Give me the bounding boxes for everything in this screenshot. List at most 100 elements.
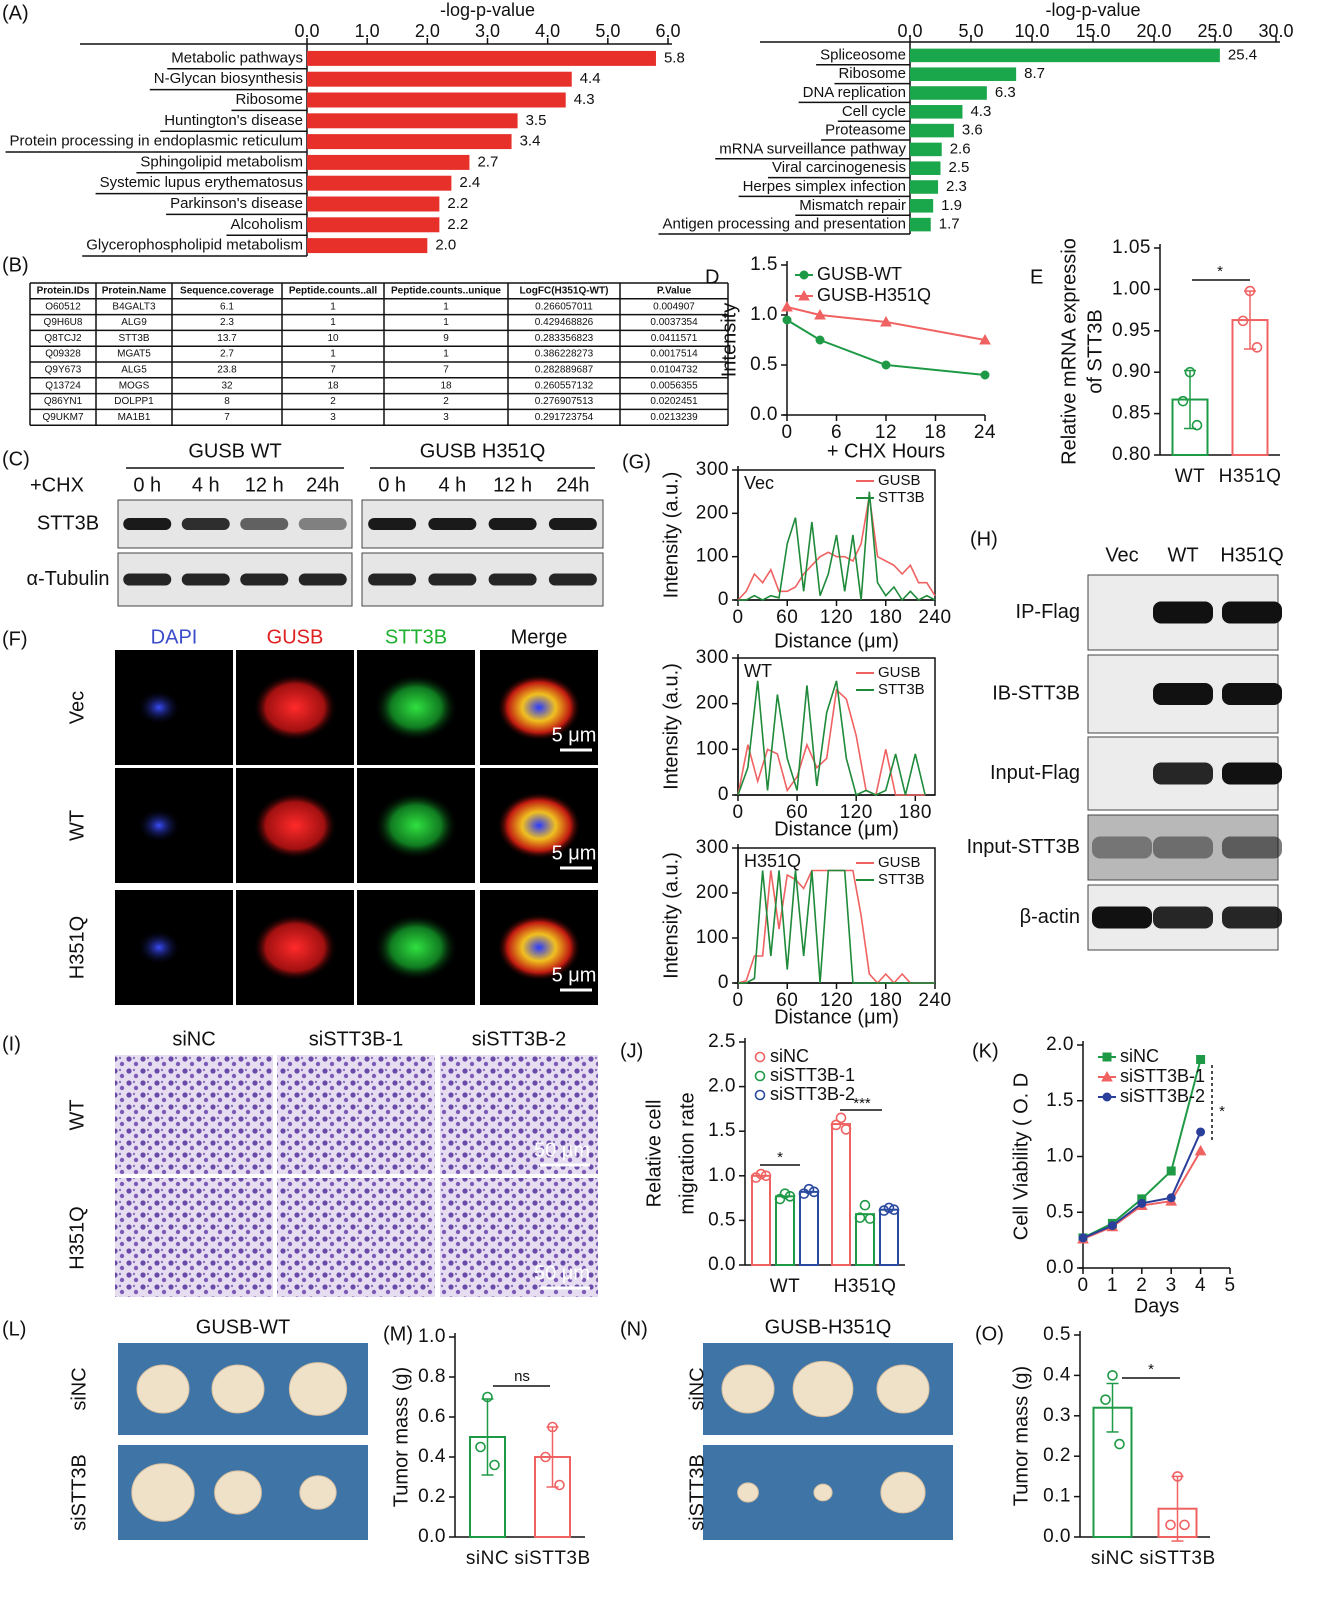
data-point (750, 1172, 762, 1183)
data-point (1184, 366, 1196, 378)
scale-bar-label: 5 μm (552, 842, 597, 864)
bar (799, 1190, 819, 1266)
data-point (854, 1212, 866, 1224)
table-cell: O60512 (45, 301, 81, 312)
data-point (1172, 1471, 1183, 1482)
cell-signal (137, 807, 181, 844)
marker (1166, 1193, 1176, 1203)
tumor (721, 1364, 775, 1414)
row-label: siNC (68, 1367, 90, 1410)
column-label: siSTT3B-1 (309, 1028, 403, 1050)
value-label: 4.3 (574, 91, 595, 108)
x-tick-label: 0 (732, 802, 743, 823)
tumor (792, 1360, 854, 1418)
y-tick-label: 1.05 (1112, 237, 1151, 258)
legend-label: siNC (1120, 1046, 1159, 1066)
category-label: Spliceosome (820, 46, 906, 63)
scale-bar-label: 50 μm (534, 1262, 590, 1284)
group-label: GUSB WT (188, 440, 281, 462)
y-axis-title: Intensity (718, 303, 740, 377)
marker (881, 360, 891, 370)
value-label: 4.4 (580, 70, 601, 87)
data-point (859, 1199, 871, 1211)
series-line (786, 319, 986, 376)
bar (910, 161, 941, 175)
value-label: 1.7 (939, 216, 960, 233)
legend-label: STT3B (878, 681, 925, 698)
table-cell: 10 (327, 333, 339, 344)
x-tick-label: 0 (781, 422, 792, 443)
data-point (1107, 1370, 1118, 1381)
data-point (784, 1191, 796, 1202)
bar (910, 123, 954, 138)
table-cell: Q09328 (45, 349, 81, 360)
tumor (813, 1483, 833, 1502)
x-tick-label: 0 (732, 990, 743, 1011)
y-axis-title: Tumor mass (g) (1010, 1366, 1032, 1506)
panel-label: D (705, 266, 719, 288)
x-tick-label: 120 (840, 802, 873, 823)
value-label: 2.2 (447, 216, 468, 233)
legend-label: siSTT3B-2 (770, 1084, 855, 1104)
x-tick-label: 3.0 (475, 21, 500, 41)
panel-label: (C) (2, 448, 30, 470)
y-tick-label: 2.0 (1046, 1034, 1074, 1055)
row-label: siNC (686, 1367, 708, 1410)
band (240, 518, 289, 530)
y-axis-title: Relative mRNA expressio (1058, 238, 1080, 465)
panel-label: (O) (975, 1323, 1004, 1345)
bar (910, 48, 1220, 63)
marker (1166, 1166, 1176, 1176)
table-cell: 0.291723754 (535, 412, 594, 423)
x-tick-label: 60 (776, 607, 798, 628)
legend-label: GUSB-H351Q (817, 285, 931, 305)
table-cell: 13.7 (217, 333, 237, 344)
bar (307, 175, 452, 191)
annotation: * (1219, 1103, 1225, 1120)
data-point (840, 1124, 852, 1135)
marker (1137, 1198, 1147, 1208)
x-tick-label: 240 (918, 607, 951, 628)
category-label: Sphingolipid metabolism (140, 153, 303, 170)
column-label: Merge (511, 626, 568, 648)
x-tick-label: siNC (1091, 1548, 1134, 1569)
lane-label: 24h (556, 474, 589, 496)
table-cell: 7 (443, 365, 449, 376)
category-label: Parkinson's disease (170, 195, 303, 212)
lane-label: 12 h (245, 474, 284, 496)
value-label: 1.9 (941, 197, 962, 214)
table-cell: 0.004907 (653, 301, 695, 312)
panel-label: (B) (2, 254, 29, 276)
x-tick-label: 180 (869, 607, 902, 628)
table-cell: MOGS (119, 380, 150, 391)
band (548, 518, 597, 530)
bar (910, 217, 931, 232)
panel-label: (M) (383, 1323, 413, 1345)
x-tick-label: 3 (1166, 1275, 1177, 1296)
y-tick-label: 0.0 (1046, 1257, 1074, 1278)
x-axis-title: Distance (μm) (774, 630, 899, 652)
y-tick-label: 0.4 (1043, 1364, 1071, 1385)
data-point (554, 1479, 565, 1491)
column-label: GUSB (267, 626, 324, 648)
band (181, 573, 230, 586)
legend-label: siSTT3B-1 (770, 1065, 855, 1085)
table-cell: 2 (443, 396, 449, 407)
band (1222, 601, 1282, 624)
table-cell: 2.3 (220, 317, 234, 328)
band (368, 518, 417, 530)
tumor (299, 1475, 337, 1510)
panel-label: (A) (2, 2, 29, 24)
bar (307, 217, 440, 233)
cell-signal (253, 913, 337, 982)
panel-label: (J) (620, 1040, 643, 1062)
data-point (1244, 285, 1256, 297)
micrograph (115, 1178, 273, 1297)
x-tick-label: 1.0 (355, 21, 380, 41)
value-label: 3.5 (526, 112, 547, 129)
table-cell: Q9H6U8 (44, 317, 83, 328)
table-cell: 0.276907513 (535, 396, 594, 407)
x-tick-label: 240 (918, 990, 951, 1011)
axis-title: -log-p-value (440, 0, 535, 20)
panel-label: E (1030, 266, 1043, 288)
